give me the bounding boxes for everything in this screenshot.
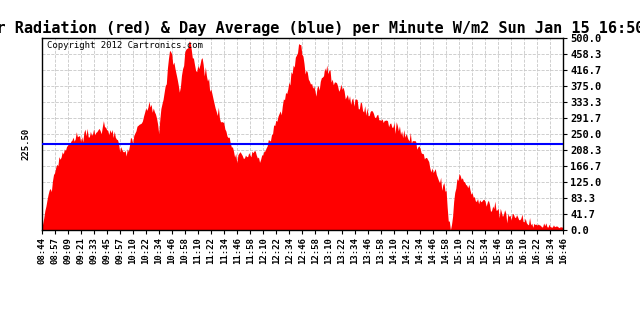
- Text: Copyright 2012 Cartronics.com: Copyright 2012 Cartronics.com: [47, 41, 203, 50]
- Text: 225.50: 225.50: [22, 128, 31, 160]
- Title: Solar Radiation (red) & Day Average (blue) per Minute W/m2 Sun Jan 15 16:50: Solar Radiation (red) & Day Average (blu…: [0, 20, 640, 36]
